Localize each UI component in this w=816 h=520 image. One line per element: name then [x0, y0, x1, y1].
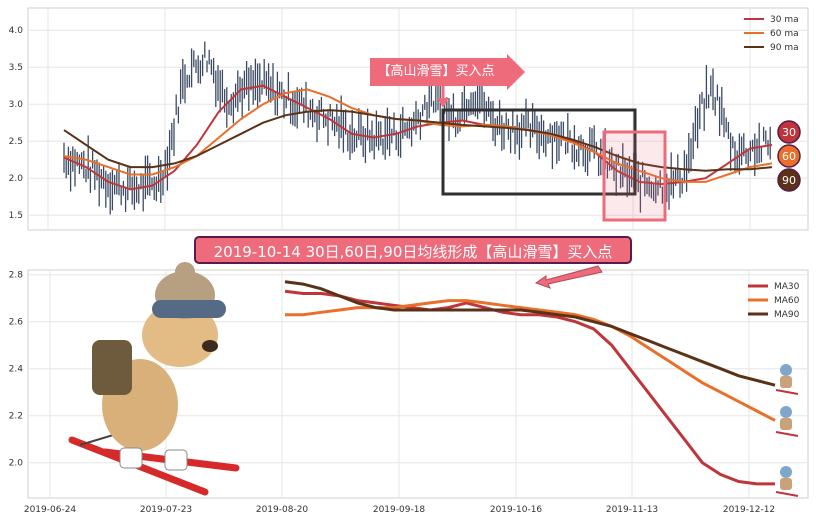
- mascot-backpack: [92, 340, 132, 395]
- y-tick-label: 2.0: [9, 459, 24, 469]
- mini-skier-body: [780, 376, 792, 388]
- legend-label: MA90: [774, 310, 800, 320]
- y-tick-label: 3.5: [9, 63, 23, 73]
- highlight-box: [441, 108, 637, 196]
- y-tick-label: 2.5: [9, 137, 23, 147]
- mascot-boot: [119, 447, 143, 469]
- skier-mascot: [68, 262, 240, 496]
- mini-skier-head: [780, 406, 792, 418]
- mini-skier-icon: [775, 364, 799, 395]
- legend-label: MA60: [774, 296, 800, 306]
- mini-skier-icon: [775, 406, 799, 437]
- ma-badge-label: 90: [782, 174, 796, 187]
- y-tick-label: 2.2: [9, 412, 23, 422]
- mini-skier-body: [780, 478, 792, 490]
- y-tick-label: 3.0: [9, 100, 24, 110]
- x-tick-label: 2019-08-20: [256, 505, 309, 515]
- ma-badge: [777, 120, 801, 144]
- top-chart: 1.5 2.0 2.5 3.0 3.5 4.0 30 ma 60 ma 90 ma 30 60 90: [9, 7, 809, 231]
- mascot-nose: [202, 340, 218, 352]
- callout-pointer-head: [437, 98, 449, 108]
- y-tick-label: 4.0: [9, 26, 24, 36]
- y-tick-label: 2.4: [9, 365, 24, 375]
- buy-point-banner: 2019-10-14 30日,60日,90日均线形成【高山滑雪】买入点: [194, 236, 632, 264]
- ma-line-MA30: [284, 289, 775, 486]
- y-tick-label: 2.8: [9, 271, 24, 281]
- ma-badge: [777, 144, 801, 168]
- mini-skier-ski: [775, 431, 799, 437]
- mini-skier-ski: [775, 491, 799, 497]
- mini-skier-head: [780, 364, 792, 376]
- mascot-goggles: [152, 300, 226, 318]
- buy-point-callout: 【高山滑雪】买入点: [372, 60, 500, 84]
- ma-line-30-ma: [63, 84, 773, 191]
- x-tick-label: 2019-06-24: [24, 505, 77, 515]
- mascot-head: [142, 303, 218, 367]
- ma-line-MA90: [284, 280, 776, 387]
- mini-skier-ski: [775, 389, 799, 395]
- ma-line-MA60: [285, 299, 776, 422]
- x-tick-label: 2019-12-12: [723, 505, 775, 515]
- x-tick-label: 2019-09-18: [373, 505, 426, 515]
- x-tick-label: 2019-07-23: [140, 505, 192, 515]
- mini-skier-icon: [775, 466, 799, 497]
- mascot-hat-pompom: [175, 262, 195, 282]
- ma-badge-label: 30: [782, 126, 796, 139]
- ma-badge: [777, 168, 801, 192]
- x-tick-label: 2019-11-13: [606, 505, 658, 515]
- legend-label: 90 ma: [770, 43, 799, 53]
- legend-label: 30 ma: [770, 15, 799, 25]
- y-tick-label: 2.0: [9, 174, 24, 184]
- bottom-chart: 2019-06-24 2019-07-23 2019-08-20 2019-09-18…: [9, 262, 809, 515]
- ma-badge-label: 60: [782, 150, 796, 163]
- x-tick-label: 2019-10-16: [490, 505, 543, 515]
- y-tick-label: 2.6: [9, 318, 24, 328]
- banner-arrow: [534, 265, 603, 289]
- ma-line-90-ma: [63, 109, 773, 172]
- mini-skier-head: [780, 466, 792, 478]
- mascot-boot: [164, 449, 188, 471]
- pink-box: [602, 130, 667, 222]
- legend-label: 60 ma: [770, 29, 799, 39]
- legend-label: MA30: [774, 282, 800, 292]
- y-tick-label: 1.5: [9, 211, 23, 221]
- mini-skier-body: [780, 418, 792, 430]
